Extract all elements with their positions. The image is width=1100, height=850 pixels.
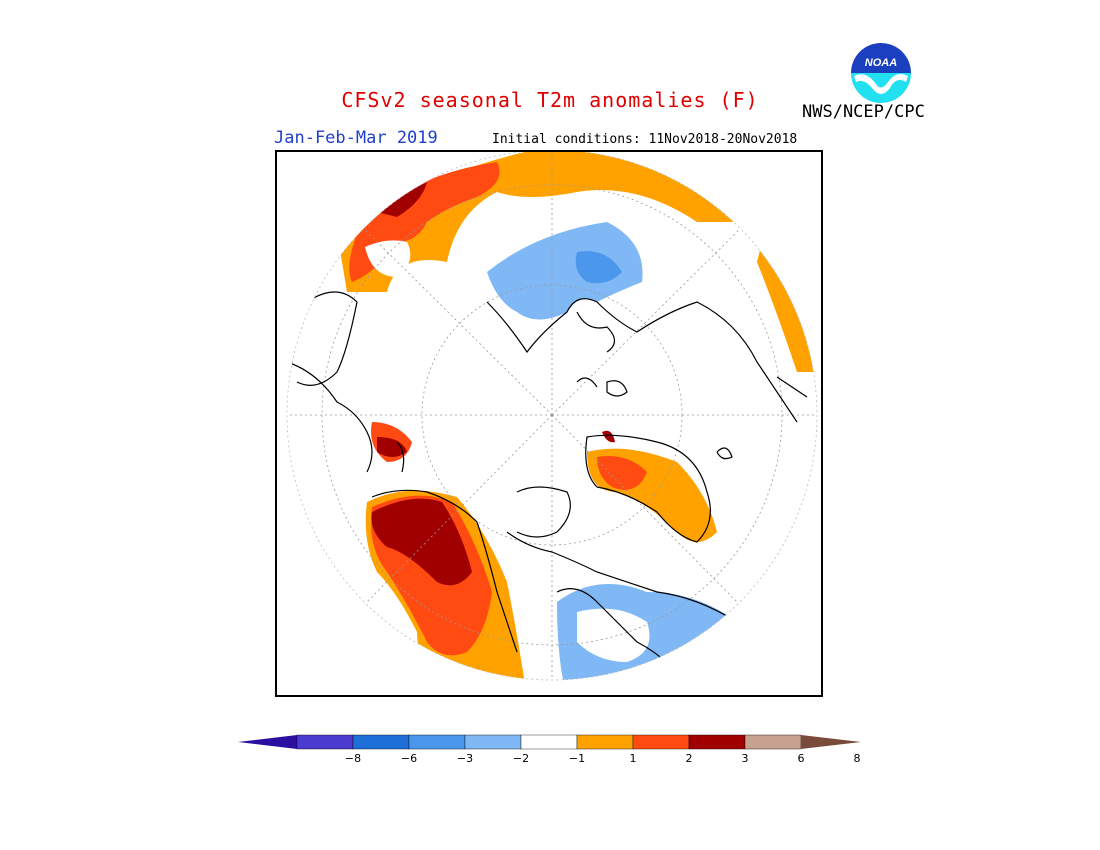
colorbar-tick-label: −1	[568, 752, 586, 765]
anomaly-veryhot-alaska	[371, 498, 472, 586]
colorbar-tick-label: −2	[512, 752, 530, 765]
colorbar-swatch	[744, 734, 802, 750]
colorbar-swatch	[464, 734, 522, 750]
map-canvas	[286, 152, 818, 681]
colorbar-arrow-low	[238, 735, 297, 749]
colorbar	[238, 734, 861, 750]
colorbar-tick-label: −6	[400, 752, 418, 765]
colorbar-tick-label: −8	[344, 752, 362, 765]
colorbar-tick-label: 1	[629, 752, 637, 765]
colorbar-arrow-high	[801, 735, 861, 749]
anomaly-warm-east	[757, 242, 817, 372]
colorbar-swatch	[520, 734, 578, 750]
noaa-logo-icon: NOAA	[851, 43, 911, 103]
colorbar-swatch	[352, 734, 410, 750]
forecast-period: Jan-Feb-Mar 2019	[274, 128, 438, 148]
polar-map	[275, 150, 823, 697]
chart-title: CFSv2 seasonal T2m anomalies (F)	[341, 88, 759, 112]
agency-label: NWS/NCEP/CPC	[802, 102, 925, 122]
colorbar-swatch	[688, 734, 746, 750]
anomaly-cool-europe	[487, 222, 643, 320]
colorbar-swatch	[408, 734, 466, 750]
anomaly-veryhot-north	[377, 182, 427, 217]
colorbar-swatch	[296, 734, 354, 750]
colorbar-tick-label: 6	[797, 752, 805, 765]
colorbar-tick-label: 2	[685, 752, 693, 765]
colorbar-tick-label: 8	[853, 752, 861, 765]
colorbar-tick-label: −3	[456, 752, 474, 765]
colorbar-swatch	[632, 734, 690, 750]
colorbar-tick-label: 3	[741, 752, 749, 765]
colorbar-swatch	[576, 734, 634, 750]
anomaly-cooler-europe	[575, 251, 622, 284]
coastlines	[287, 291, 808, 673]
logo-text: NOAA	[865, 57, 897, 69]
initial-conditions-label: Initial conditions: 11Nov2018-20Nov2018	[492, 132, 798, 147]
